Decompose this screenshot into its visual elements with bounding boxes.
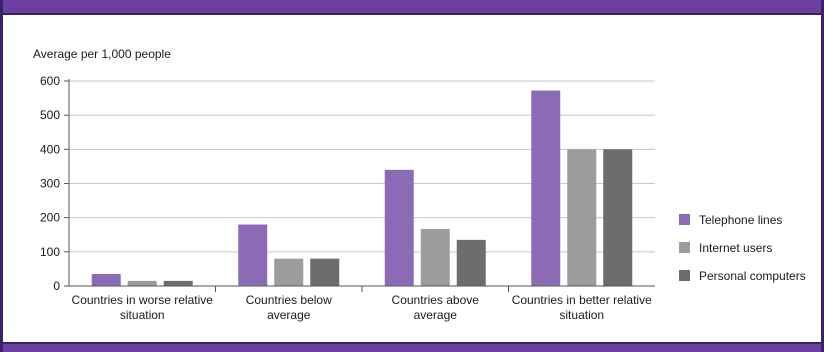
bar bbox=[310, 258, 340, 286]
bar bbox=[238, 224, 268, 286]
bar bbox=[603, 149, 633, 286]
bars bbox=[91, 90, 633, 286]
axes bbox=[68, 79, 655, 292]
legend-swatch bbox=[679, 270, 690, 281]
bar bbox=[531, 90, 561, 286]
x-tick-label: situation bbox=[559, 308, 604, 322]
bar bbox=[163, 280, 193, 286]
x-tick-label: Countries below bbox=[246, 293, 332, 307]
footer-band bbox=[3, 342, 821, 352]
bar bbox=[567, 149, 597, 286]
y-tick-label: 100 bbox=[40, 245, 60, 259]
y-axis-ticks: 0 100 200 300 400 500 600 bbox=[40, 74, 69, 293]
bar-chart: Average per 1,000 people 0 100 200 300 400 50… bbox=[33, 47, 806, 322]
x-axis-labels: Countries in worse relativesituationCoun… bbox=[72, 293, 653, 322]
bar bbox=[420, 228, 450, 286]
x-tick-label: Countries above bbox=[392, 293, 480, 307]
legend-label: Telephone lines bbox=[699, 213, 782, 227]
bar bbox=[127, 280, 157, 286]
legend-label: Internet users bbox=[699, 241, 772, 255]
bar bbox=[456, 239, 486, 286]
legend-label: Personal computers bbox=[699, 269, 806, 283]
y-axis-label: Average per 1,000 people bbox=[33, 47, 171, 61]
y-tick-label: 500 bbox=[40, 108, 60, 122]
x-tick-label: situation bbox=[120, 308, 165, 322]
y-tick-label: 0 bbox=[53, 279, 60, 293]
y-tick-label: 400 bbox=[40, 142, 60, 156]
legend-swatch bbox=[679, 242, 690, 253]
bar bbox=[274, 258, 304, 286]
bar bbox=[384, 169, 414, 286]
x-tick-label: Countries in better relative bbox=[512, 293, 652, 307]
legend: Telephone lines Internet users Personal co… bbox=[679, 213, 806, 283]
legend-swatch bbox=[679, 214, 690, 225]
bar bbox=[91, 274, 121, 286]
y-tick-label: 200 bbox=[40, 211, 60, 225]
header-band bbox=[3, 0, 821, 15]
x-tick-label: average bbox=[267, 308, 311, 322]
y-tick-label: 600 bbox=[40, 74, 60, 88]
x-tick-label: average bbox=[414, 308, 458, 322]
y-tick-label: 300 bbox=[40, 177, 60, 191]
grid-lines bbox=[69, 80, 655, 253]
x-tick-label: Countries in worse relative bbox=[72, 293, 214, 307]
